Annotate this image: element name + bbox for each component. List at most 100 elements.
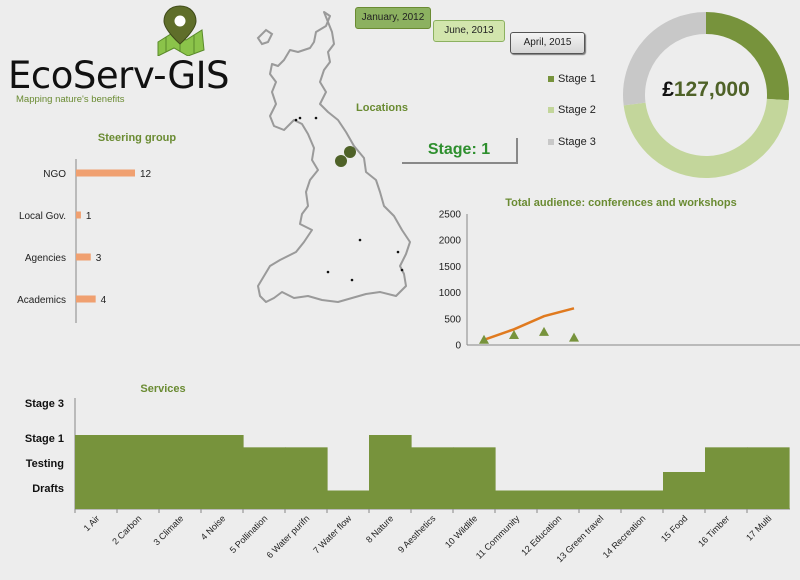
service-category-label: 7 Water flow bbox=[311, 513, 354, 556]
steering-group-chart: Steering group NGO 12 Local Gov. 1 Agencies 3… bbox=[17, 132, 177, 323]
category-label: Local Gov. bbox=[19, 211, 66, 222]
date-button-2012[interactable]: January, 2012 bbox=[355, 7, 431, 29]
map-island bbox=[256, 28, 274, 46]
service-category-label: 6 Water purifn bbox=[265, 513, 312, 560]
app-logo-tagline: Mapping nature's benefits bbox=[16, 94, 125, 105]
level-label: Stage 3 bbox=[25, 398, 64, 410]
map-outline bbox=[257, 11, 411, 303]
level-label: Testing bbox=[26, 458, 64, 470]
service-bar bbox=[75, 435, 118, 509]
series-line bbox=[483, 307, 575, 341]
service-category-label: 9 Aesthetics bbox=[396, 513, 438, 555]
bar-value-label: 4 bbox=[101, 295, 107, 306]
y-tick-label: 0 bbox=[455, 341, 461, 352]
bar bbox=[76, 211, 81, 219]
y-tick-label: 500 bbox=[444, 314, 461, 325]
service-bar bbox=[327, 490, 370, 509]
service-bar bbox=[453, 447, 496, 509]
donut-segment bbox=[623, 98, 789, 178]
bar-value-label: 12 bbox=[140, 169, 152, 180]
service-category-label: 2 Carbon bbox=[110, 513, 143, 546]
service-bar bbox=[621, 490, 664, 509]
legend-item-stage-1: Stage 1 bbox=[548, 73, 596, 85]
legend-item-stage-3: Stage 3 bbox=[548, 136, 596, 148]
triangle-marker bbox=[539, 326, 549, 336]
bar-value-label: 3 bbox=[96, 253, 102, 264]
location-dot bbox=[358, 238, 362, 242]
map-pin-icon bbox=[157, 5, 205, 56]
triangle-marker bbox=[509, 330, 519, 340]
service-bar bbox=[537, 490, 580, 509]
service-category-label: 16 Timber bbox=[696, 513, 731, 548]
bar bbox=[76, 169, 135, 177]
triangle-marker bbox=[479, 334, 489, 344]
service-bar bbox=[117, 435, 160, 509]
location-dot bbox=[298, 116, 302, 120]
triangle-marker bbox=[569, 332, 579, 342]
locations-title: Locations bbox=[356, 102, 408, 114]
category-label: Agencies bbox=[25, 253, 66, 264]
audience-chart: Total audience: conferences and workshop… bbox=[439, 197, 800, 352]
service-category-label: 17 Multi bbox=[744, 513, 773, 542]
service-bar bbox=[159, 435, 202, 509]
service-bar bbox=[747, 447, 790, 509]
location-dot bbox=[326, 270, 330, 274]
service-category-label: 12 Education bbox=[519, 513, 563, 557]
services-chart: Services Drafts Testing Stage 1 Stage 3 1 A… bbox=[25, 383, 790, 564]
service-category-label: 1 Air bbox=[82, 513, 102, 533]
date-button-2015[interactable]: April, 2015 bbox=[510, 32, 585, 54]
legend-label: Stage 3 bbox=[558, 136, 596, 148]
level-label: Drafts bbox=[32, 483, 64, 495]
currency-symbol: £ bbox=[662, 78, 674, 101]
date-button-2013[interactable]: June, 2013 bbox=[433, 20, 505, 42]
location-dot bbox=[350, 278, 354, 282]
location-dot bbox=[294, 118, 298, 122]
legend-swatch bbox=[548, 139, 554, 146]
stage-indicator: Stage: 1 bbox=[402, 138, 518, 164]
service-category-label: 8 Nature bbox=[364, 513, 395, 544]
y-tick-label: 2500 bbox=[439, 210, 462, 221]
steering-group-title: Steering group bbox=[98, 132, 177, 144]
service-bar bbox=[369, 435, 412, 509]
service-bar bbox=[579, 490, 622, 509]
y-tick-label: 1000 bbox=[439, 288, 462, 299]
y-tick-label: 2000 bbox=[439, 236, 462, 247]
bar bbox=[76, 253, 91, 261]
locations-map bbox=[256, 11, 411, 303]
service-category-label: 11 Community bbox=[474, 513, 522, 561]
location-marker bbox=[344, 146, 356, 158]
donut-segment bbox=[623, 12, 707, 106]
service-bar bbox=[663, 472, 706, 509]
app-logo-title: EcoServ-GIS bbox=[8, 54, 230, 97]
legend-label: Stage 1 bbox=[558, 73, 596, 85]
service-bar bbox=[243, 447, 286, 509]
location-dot bbox=[400, 268, 404, 272]
legend-item-stage-2: Stage 2 bbox=[548, 104, 596, 116]
service-category-label: 4 Noise bbox=[199, 513, 228, 542]
legend-swatch bbox=[548, 76, 554, 83]
service-category-label: 3 Climate bbox=[151, 513, 185, 547]
service-bar bbox=[495, 490, 538, 509]
budget-amount: 127,000 bbox=[673, 78, 750, 101]
location-marker bbox=[335, 155, 347, 167]
services-chart-title: Services bbox=[140, 383, 185, 395]
location-dot bbox=[396, 250, 400, 254]
donut-segment bbox=[705, 12, 789, 101]
budget-value: £127,000 bbox=[618, 78, 794, 102]
service-category-label: 15 Food bbox=[659, 513, 689, 543]
bar-value-label: 1 bbox=[86, 211, 92, 222]
bar bbox=[76, 295, 96, 303]
audience-chart-title: Total audience: conferences and workshop… bbox=[505, 197, 736, 209]
location-dot bbox=[314, 116, 318, 120]
service-category-label: 5 Pollination bbox=[228, 513, 270, 555]
service-category-label: 14 Recreation bbox=[601, 513, 648, 560]
y-tick-label: 1500 bbox=[439, 262, 462, 273]
category-label: Academics bbox=[17, 295, 66, 306]
service-bar bbox=[201, 435, 244, 509]
legend-label: Stage 2 bbox=[558, 104, 596, 116]
service-bar bbox=[285, 447, 328, 509]
category-label: NGO bbox=[43, 169, 66, 180]
service-category-label: 10 Wildlife bbox=[443, 513, 479, 549]
service-bar bbox=[411, 447, 454, 509]
budget-donut-chart bbox=[623, 12, 789, 178]
